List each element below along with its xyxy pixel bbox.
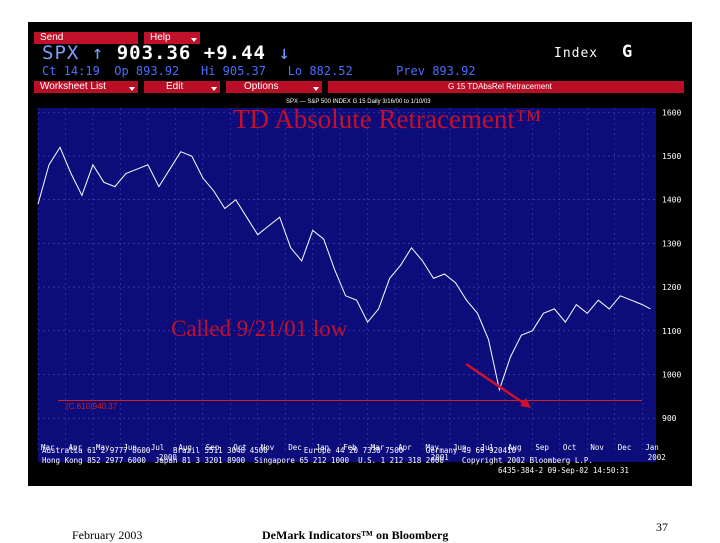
worksheet-list-button[interactable]: Worksheet List: [34, 81, 138, 93]
arrowhead-icon: [520, 398, 531, 408]
y-tick-label-3: 1300: [662, 239, 681, 248]
x-axis: Mar Apr May Jun Jul Aug Sep Oct Nov Dec Jan Feb Mar A…: [41, 443, 666, 462]
x-tick-label-18: Sep: [535, 443, 549, 452]
y-tick-label-7: 900: [662, 414, 677, 423]
low-price: Lo 882.52: [287, 64, 353, 78]
x-tick-label-22: Jan: [645, 443, 659, 452]
x-year-label-0: 2000: [159, 453, 178, 462]
x-tick-label-1: Apr: [68, 443, 82, 452]
y-tick-label-5: 1100: [662, 327, 681, 336]
x-tick-label-6: Sep: [206, 443, 220, 452]
send-button[interactable]: Send: [34, 32, 138, 44]
x-tick-label-14: May: [426, 443, 440, 452]
x-tick-label-0: Mar: [41, 443, 55, 452]
y-tick-label-1: 1500: [662, 152, 681, 161]
chart-small-title: SPX — S&P 500 INDEX G 15 Daily 3/16/00 t…: [286, 99, 431, 105]
x-tick-label-16: Jul: [480, 443, 494, 452]
x-year-label-2: 2002: [648, 453, 666, 462]
x-tick-label-20: Nov: [590, 443, 604, 452]
quote-line: SPX ↑ 903.36 +9.44 ↓ Index G: [42, 42, 632, 64]
x-tick-label-12: Mar: [371, 443, 385, 452]
timestamp-line: 6435-384-2 09-Sep-02 14:50:31: [498, 466, 629, 475]
x-tick-label-5: Aug: [178, 443, 192, 452]
ticker-symbol: SPX: [42, 42, 80, 64]
x-year-label-1: 2001: [431, 453, 449, 462]
y-axis: 1600 1500 1400 1300 1200 1100 1000 900: [662, 108, 681, 423]
x-tick-label-10: Jan: [316, 443, 330, 452]
x-tick-label-13: Apr: [398, 443, 412, 452]
contact-line-2: Hong Kong 852 2977 6000 Japan 81 3 3201 …: [42, 456, 593, 465]
y-tick-label-0: 1600: [662, 108, 681, 117]
x-tick-label-17: Aug: [508, 443, 522, 452]
edit-label: Edit: [166, 81, 184, 92]
chevron-down-icon: [191, 38, 197, 42]
y-tick-label-4: 1200: [662, 283, 681, 292]
high-price: Hi 905.37: [200, 64, 266, 78]
open-price: Op 893.92: [114, 64, 180, 78]
chevron-down-icon: [129, 87, 135, 91]
plot-area: [38, 108, 656, 440]
footer-title: DeMark Indicators™ on Bloomberg: [262, 528, 449, 542]
function-key: G: [622, 42, 634, 62]
edit-button[interactable]: Edit: [144, 81, 220, 93]
up-arrow-icon: ↑: [91, 42, 105, 64]
x-tick-label-21: Dec: [618, 443, 632, 452]
last-price: 903.36: [116, 42, 192, 64]
quote-stats: Ct 14:19 Op 893.92 Hi 905.37 Lo 882.52 P…: [42, 64, 476, 78]
x-tick-label-9: Dec: [288, 443, 302, 452]
send-label: Send: [40, 32, 64, 43]
price-series-line: [37, 146, 651, 392]
x-tick-label-2: May: [96, 443, 110, 452]
overlay-title: TD Absolute Retracement™: [233, 104, 542, 134]
reference-level-label: (C.610)940.37: [66, 402, 118, 411]
x-tick-label-8: Nov: [261, 443, 275, 452]
bloomberg-terminal: Send Help SPX ↑ 903.36 +9.44 ↓ Index G C…: [28, 22, 692, 486]
screen-name-label: G 15 TDAbsRel Retracement: [448, 82, 552, 91]
y-tick-label-6: 1000: [662, 370, 681, 379]
quote-time: Ct 14:19: [42, 64, 100, 78]
x-tick-label-7: Oct: [233, 443, 247, 452]
chevron-down-icon: [211, 87, 217, 91]
options-button[interactable]: Options: [226, 81, 322, 93]
net-change: +9.44: [203, 42, 266, 64]
x-tick-label-11: Feb: [343, 443, 357, 452]
x-tick-label-19: Oct: [563, 443, 577, 452]
help-label: Help: [150, 32, 171, 43]
x-tick-label-4: Jul: [151, 443, 165, 452]
prev-close: Prev 893.92: [396, 64, 476, 78]
chevron-down-icon: [313, 87, 319, 91]
screen-name: G 15 TDAbsRel Retracement: [328, 81, 684, 93]
menu-bar: Send Help: [34, 32, 688, 45]
grid: [37, 108, 656, 450]
annotation-text: Called 9/21/01 low: [171, 316, 348, 341]
y-tick-label-2: 1400: [662, 196, 681, 205]
page-number: 37: [656, 520, 668, 534]
footer-date: February 2003: [72, 528, 143, 542]
security-type: Index: [554, 46, 599, 61]
tick-mark-icon: ↓: [278, 42, 291, 64]
x-tick-label-3: Jun: [123, 443, 137, 452]
options-label: Options: [244, 81, 279, 92]
contact-line-1: Australia 61 2 9777 8600 Brazil 5511 304…: [42, 446, 517, 455]
worksheet-list-label: Worksheet List: [40, 81, 106, 92]
help-button[interactable]: Help: [144, 32, 200, 44]
x-tick-label-15: Jun: [453, 443, 467, 452]
x-axis-band: [38, 440, 656, 462]
annotation-arrow: [465, 362, 529, 408]
price-chart: SPX — S&P 500 INDEX G 15 Daily 3/16/00 t…: [36, 94, 692, 486]
